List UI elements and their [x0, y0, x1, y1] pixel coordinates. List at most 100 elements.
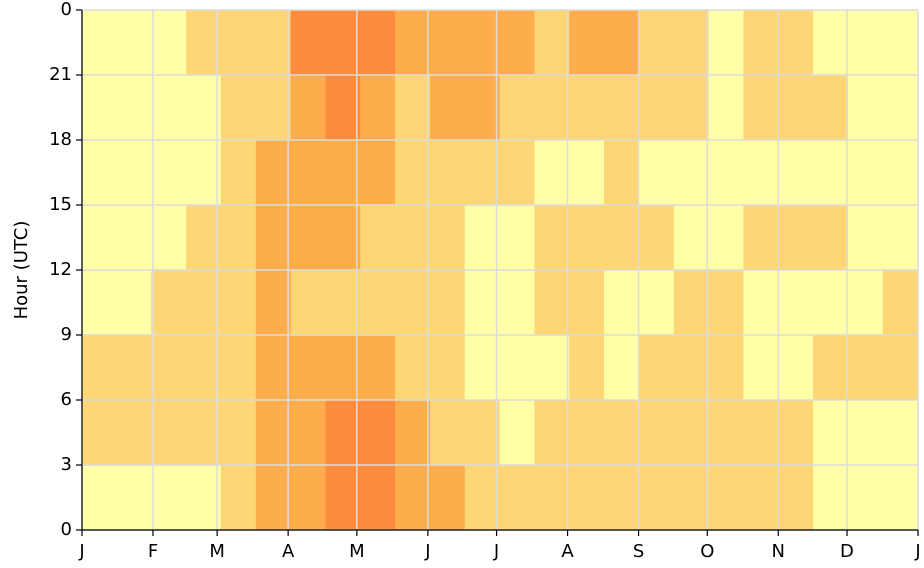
heat-cell [499, 74, 536, 141]
heat-cell [81, 139, 118, 206]
heat-cell [499, 9, 536, 76]
heat-cell [673, 334, 710, 401]
heat-cell [395, 399, 431, 466]
heat-cell [395, 74, 431, 141]
heat-cell [220, 464, 257, 531]
heat-cell [882, 399, 919, 466]
heat-cell [220, 334, 257, 401]
heat-cell [290, 334, 327, 401]
heat-cell [220, 139, 257, 206]
heat-cell [813, 269, 849, 336]
heat-cell [813, 464, 849, 531]
heat-cell [290, 464, 327, 531]
heat-cell [395, 139, 431, 206]
heat-cell [429, 269, 466, 336]
heat-cell [429, 139, 466, 206]
heat-cell [81, 399, 118, 466]
heat-cell [186, 464, 222, 531]
heat-cell [743, 204, 780, 271]
heat-cell [673, 269, 710, 336]
heat-cell [464, 464, 501, 531]
heat-cell [569, 9, 605, 76]
heat-cell [360, 399, 396, 466]
heat-cell [708, 139, 745, 206]
heat-cell [534, 139, 571, 206]
heat-cell [569, 74, 605, 141]
heat-cell [778, 269, 814, 336]
heat-cell [220, 9, 257, 76]
heat-cell [847, 269, 884, 336]
heat-cell [534, 204, 571, 271]
heat-cell [638, 204, 675, 271]
y-axis-label: Hour (UTC) [11, 221, 32, 320]
x-tick-label: J [424, 541, 430, 562]
heat-cell [464, 269, 501, 336]
x-tick-label: N [772, 541, 785, 562]
heat-cell [813, 399, 849, 466]
heat-cell [395, 204, 431, 271]
heat-cell [778, 139, 814, 206]
heat-cell [464, 399, 501, 466]
x-tick-label: J [914, 541, 920, 562]
heat-cell [325, 139, 362, 206]
heat-cell [499, 269, 536, 336]
x-tick-label: J [78, 541, 84, 562]
heat-cell [290, 139, 327, 206]
heat-cell [638, 334, 675, 401]
heat-cell [360, 464, 396, 531]
heat-cell [499, 139, 536, 206]
heat-cell [255, 399, 292, 466]
heat-cell [604, 74, 640, 141]
heat-cell [882, 334, 919, 401]
x-tick-label: F [148, 541, 158, 562]
heat-cell [813, 139, 849, 206]
heat-cell [813, 334, 849, 401]
heat-cell [499, 399, 536, 466]
heat-cell [778, 74, 814, 141]
x-tick-label: M [349, 541, 365, 562]
heat-cell [882, 464, 919, 531]
heat-cell [395, 269, 431, 336]
heat-cell [847, 464, 884, 531]
heat-cell [186, 139, 222, 206]
heat-cell [464, 139, 501, 206]
heat-cell [534, 334, 571, 401]
heat-cell [673, 74, 710, 141]
heat-cell [604, 139, 640, 206]
heat-cell [151, 334, 187, 401]
heat-cell [81, 464, 118, 531]
heat-cell [708, 204, 745, 271]
x-tick-label: J [493, 541, 499, 562]
y-tick-label: 6 [61, 389, 72, 410]
heat-cell [81, 9, 118, 76]
heat-cell [151, 74, 187, 141]
heat-cell [673, 9, 710, 76]
heat-cell [743, 9, 780, 76]
heat-cell [638, 464, 675, 531]
heat-cell [499, 204, 536, 271]
heat-cell [220, 74, 257, 141]
heat-cell [813, 9, 849, 76]
heat-cell [360, 269, 396, 336]
heat-cell [325, 74, 362, 141]
heat-cell [255, 334, 292, 401]
heat-cell [151, 204, 187, 271]
heat-cell [534, 399, 571, 466]
heat-cell [534, 74, 571, 141]
heat-cell [847, 399, 884, 466]
heat-cell [255, 269, 292, 336]
heat-cell [743, 334, 780, 401]
heat-cell [360, 334, 396, 401]
heat-cell [116, 399, 153, 466]
heat-cell [743, 269, 780, 336]
heat-cell [778, 204, 814, 271]
heat-cell [673, 464, 710, 531]
x-tick-label: D [840, 541, 854, 562]
x-tick-label: S [633, 541, 644, 562]
heat-cell [882, 74, 919, 141]
heat-cell [708, 269, 745, 336]
y-tick-label: 18 [49, 129, 72, 150]
heat-cell [429, 9, 466, 76]
